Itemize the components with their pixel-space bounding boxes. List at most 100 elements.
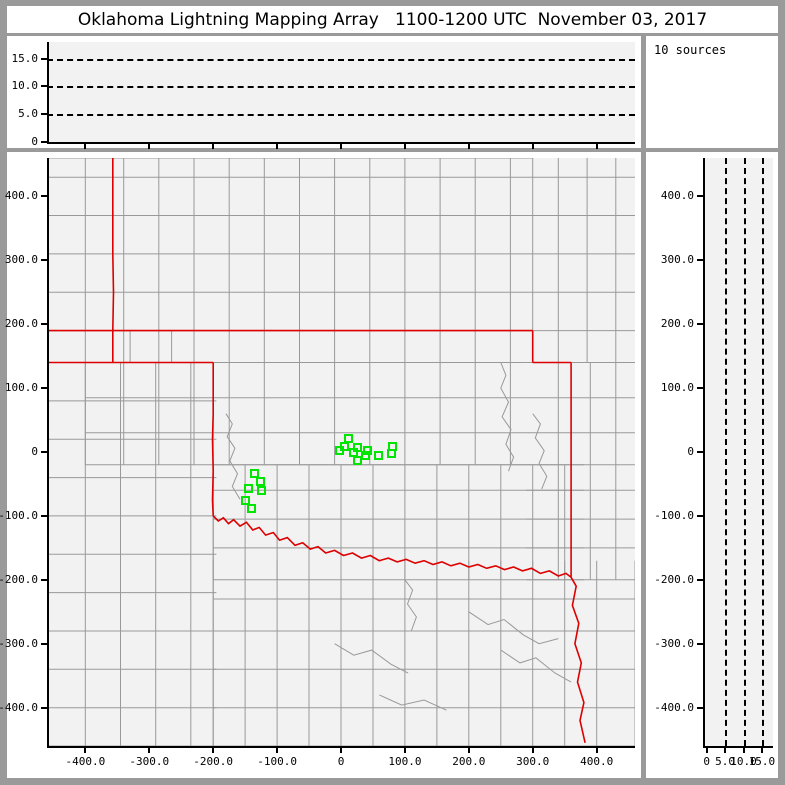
y-tick-label: 100.0 [4,381,38,395]
y-axis-line [47,42,49,142]
time-height-plot-area [47,42,635,142]
x-tick-label: 0 [337,755,345,768]
source-count-panel: 10 sources [646,36,778,148]
y-axis-line [47,158,49,746]
y-tick [41,578,48,581]
x-axis-line [703,746,773,748]
x-tick [276,746,279,753]
time-height-panel: 05.010.015.0-400.0-300.0-200.0-100.00100… [7,36,641,164]
x-tick [705,746,708,753]
x-tick [467,746,470,753]
y-tick [41,323,48,326]
county-boundaries-layer [47,158,635,746]
lightning-source-marker [363,446,373,456]
x-tick [531,142,534,149]
y-tick [697,259,704,262]
lightning-source-marker [348,448,358,458]
lightning-source-marker [335,446,345,456]
x-tick-label: 200.0 [452,755,486,768]
y-tick [697,642,704,645]
y-tick [41,451,48,453]
y-tick-label: -400.0 [0,700,38,714]
x-tick [760,746,763,753]
x-tick-label: 400.0 [580,755,614,768]
lightning-source-marker [353,456,363,466]
county-line [225,413,241,500]
title-bar: Oklahoma Lightning Mapping Array 1100-12… [7,6,778,33]
y-tick-label: 400.0 [660,189,694,203]
y-tick [697,451,704,453]
y-tick-label: 200.0 [660,317,694,331]
x-tick-label: 10.0 [730,755,757,768]
y-tick [41,387,48,390]
x-tick-label: -300.0 [129,755,170,768]
x-tick-label: 100.0 [388,755,422,768]
y-tick-label: 300.0 [4,253,38,267]
x-tick [595,746,598,753]
y-tick-label: 0 [31,445,38,458]
state-border [570,576,586,743]
lightning-source-marker [241,496,251,506]
state-border [112,158,115,331]
state-border [212,515,572,578]
x-tick [84,746,87,753]
lightning-source-marker [257,485,267,495]
vertical-profile-plot-area [703,158,773,746]
x-tick [531,746,534,753]
y-tick [41,514,48,517]
lightning-source-marker [249,468,259,478]
y-tick-label: 400.0 [4,189,38,203]
gridline-vertical [725,158,728,746]
lightning-source-marker [255,476,265,486]
plan-view-map-plot-area [47,158,635,746]
county-line [500,362,515,472]
source-count-label: 10 sources [654,43,727,57]
x-tick [212,746,215,753]
y-tick-label: 0 [687,445,694,458]
x-tick [724,746,727,753]
lightning-source-marker [361,451,371,461]
x-tick [595,142,598,149]
x-tick [403,142,406,149]
x-tick [276,142,279,149]
vertical-profile-panel: -400.0 -300.0 -200.0 -100.0 0 100.0 200.0 300.0… [646,152,778,778]
x-tick [340,746,342,753]
lightning-source-marker [244,483,254,493]
y-tick [697,514,704,517]
y-tick-label: -100.0 [0,508,38,522]
gridline-vertical [761,158,764,746]
y-tick [697,706,704,709]
time-height-canvas [47,42,635,142]
lightning-source-marker [247,504,257,514]
county-line [404,579,417,632]
lightning-source-marker [373,451,383,461]
x-tick [467,142,470,149]
y-tick-label: 200.0 [4,317,38,331]
y-tick [41,195,48,198]
gridline-horizontal [47,58,635,61]
y-tick [41,642,48,645]
county-line [334,643,409,674]
y-tick [697,323,704,326]
plan-view-map-panel: -400.0 -300.0 -200.0 -100.0 0 100.0 200.0 300.0… [0,152,641,778]
y-tick-label: -200.0 [654,572,694,586]
y-tick-label: -400.0 [654,700,694,714]
x-tick-label: 15.0 [748,755,776,768]
county-line [468,611,559,645]
x-tick [340,142,342,149]
x-tick [742,746,745,753]
y-axis-line [703,158,705,746]
y-tick [41,57,48,60]
county-line [379,694,447,711]
state-border [211,362,215,516]
gridline-horizontal [47,86,635,89]
x-tick-label: 5.0 [715,755,736,768]
x-tick [403,746,406,753]
page-title: Oklahoma Lightning Mapping Array 1100-12… [77,9,708,30]
gridline-vertical [743,158,746,746]
x-tick-label: -100.0 [257,755,297,768]
x-tick-label: 0 [703,755,710,768]
x-tick-label: -400.0 [65,755,106,768]
y-tick [697,387,704,390]
